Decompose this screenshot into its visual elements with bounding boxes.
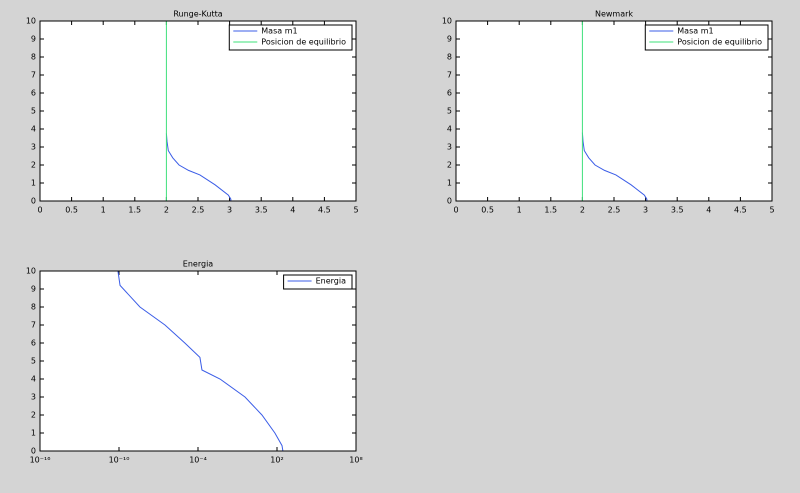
y-tick-label: 0 — [447, 197, 452, 206]
data-line — [165, 133, 232, 201]
legend-label: Posicion de equilibrio — [261, 38, 346, 47]
legend-box — [283, 274, 353, 290]
axes-frame — [39, 270, 357, 452]
x-tick-label: 2.5 — [192, 206, 205, 215]
x-tick-label: 4 — [706, 206, 711, 215]
y-tick-label: 8 — [31, 53, 36, 62]
y-tick-label: 4 — [31, 125, 36, 134]
y-tick-label: 5 — [31, 357, 36, 366]
x-tick-label: 4 — [290, 206, 295, 215]
x-tick-label: 10⁻⁴ — [189, 456, 207, 465]
x-tick-label: 2.5 — [608, 206, 621, 215]
legend-label: Masa m1 — [261, 27, 297, 36]
x-tick-label: 1 — [517, 206, 522, 215]
x-tick-label: 4.5 — [734, 206, 747, 215]
y-tick-label: 7 — [31, 321, 36, 330]
x-tick-label: 3.5 — [671, 206, 684, 215]
y-tick-label: 0 — [31, 197, 36, 206]
x-tick-label: 0.5 — [481, 206, 494, 215]
x-tick-label: 10⁻¹⁰ — [109, 456, 130, 465]
data-line — [581, 132, 648, 201]
x-tick-label: 3.5 — [255, 206, 268, 215]
chart-title: Energia — [183, 260, 213, 269]
y-tick-label: 4 — [31, 375, 36, 384]
y-tick-label: 3 — [31, 143, 36, 152]
x-tick-label: 0 — [453, 206, 458, 215]
y-tick-label: 10 — [26, 267, 36, 276]
legend-label: Posicion de equilibrio — [677, 38, 762, 47]
y-tick-label: 8 — [447, 53, 452, 62]
data-line — [117, 270, 284, 452]
x-tick-label: 2 — [580, 206, 585, 215]
chart-title: Newmark — [595, 10, 633, 19]
chart-title: Runge-Kutta — [173, 10, 222, 19]
y-tick-label: 1 — [31, 429, 36, 438]
legend-box — [228, 24, 353, 51]
y-tick-label: 4 — [447, 125, 452, 134]
x-tick-label: 1.5 — [128, 206, 141, 215]
y-tick-label: 1 — [31, 179, 36, 188]
x-tick-label: 2 — [164, 206, 169, 215]
x-tick-label: 4.5 — [318, 206, 331, 215]
y-tick-label: 7 — [31, 71, 36, 80]
y-tick-label: 5 — [31, 107, 36, 116]
x-tick-label: 1 — [101, 206, 106, 215]
x-tick-label: 0.5 — [65, 206, 78, 215]
y-tick-label: 1 — [447, 179, 452, 188]
y-tick-label: 6 — [447, 89, 452, 98]
legend-box — [644, 24, 769, 51]
y-tick-label: 3 — [31, 393, 36, 402]
x-tick-label: 10⁸ — [349, 456, 362, 465]
axes — [40, 271, 356, 451]
axes-frame — [39, 20, 357, 202]
x-tick-label: 3 — [643, 206, 648, 215]
legend-label: Masa m1 — [677, 27, 713, 36]
y-tick-label: 6 — [31, 339, 36, 348]
x-tick-label: 5 — [769, 206, 774, 215]
y-tick-label: 9 — [31, 35, 36, 44]
y-tick-label: 10 — [442, 17, 452, 26]
axes-frame — [455, 20, 773, 202]
x-tick-label: 3 — [227, 206, 232, 215]
y-tick-label: 2 — [31, 411, 36, 420]
y-tick-label: 2 — [447, 161, 452, 170]
x-tick-label: 10⁻¹⁶ — [30, 456, 51, 465]
x-tick-label: 5 — [353, 206, 358, 215]
y-tick-label: 3 — [447, 143, 452, 152]
y-tick-label: 7 — [447, 71, 452, 80]
x-tick-label: 0 — [37, 206, 42, 215]
axes — [40, 21, 356, 201]
y-tick-label: 10 — [26, 17, 36, 26]
axes — [456, 21, 772, 201]
y-tick-label: 9 — [447, 35, 452, 44]
y-tick-label: 8 — [31, 303, 36, 312]
y-tick-label: 9 — [31, 285, 36, 294]
x-tick-label: 10² — [270, 456, 283, 465]
y-tick-label: 6 — [31, 89, 36, 98]
y-tick-label: 5 — [447, 107, 452, 116]
x-tick-label: 1.5 — [544, 206, 557, 215]
legend-label: Energia — [316, 277, 346, 286]
y-tick-label: 2 — [31, 161, 36, 170]
y-tick-label: 0 — [31, 447, 36, 456]
